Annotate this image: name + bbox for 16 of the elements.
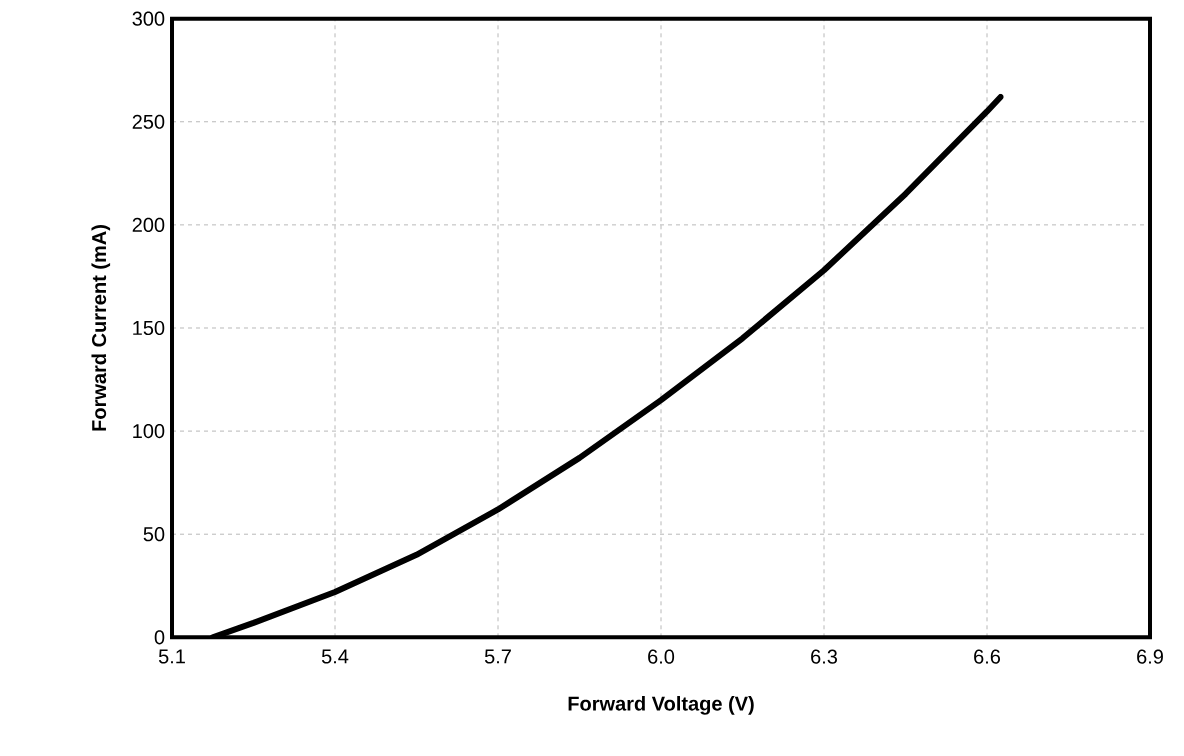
x-tick-label: 6.0 <box>648 649 675 664</box>
y-tick-label: 50 <box>143 527 165 542</box>
y-tick-label: 250 <box>132 114 165 129</box>
x-axis-title: Forward Voltage (V) <box>568 696 754 715</box>
x-tick-label: 6.3 <box>811 649 838 664</box>
x-tick-label: 6.6 <box>974 649 1001 664</box>
y-tick-label: 100 <box>133 424 165 439</box>
x-tick-label: 5.1 <box>158 649 185 664</box>
y-tick-label: 200 <box>132 217 165 232</box>
x-tick-label: 5.7 <box>484 649 511 664</box>
x-tick-label: 5.4 <box>321 649 349 664</box>
y-tick-label: 300 <box>132 11 165 26</box>
y-axis-title: Forward Current (mA) <box>91 225 111 431</box>
y-tick-label: 0 <box>154 630 165 645</box>
y-tick-label: 150 <box>133 320 165 336</box>
x-tick-label: 6.9 <box>1137 649 1163 664</box>
